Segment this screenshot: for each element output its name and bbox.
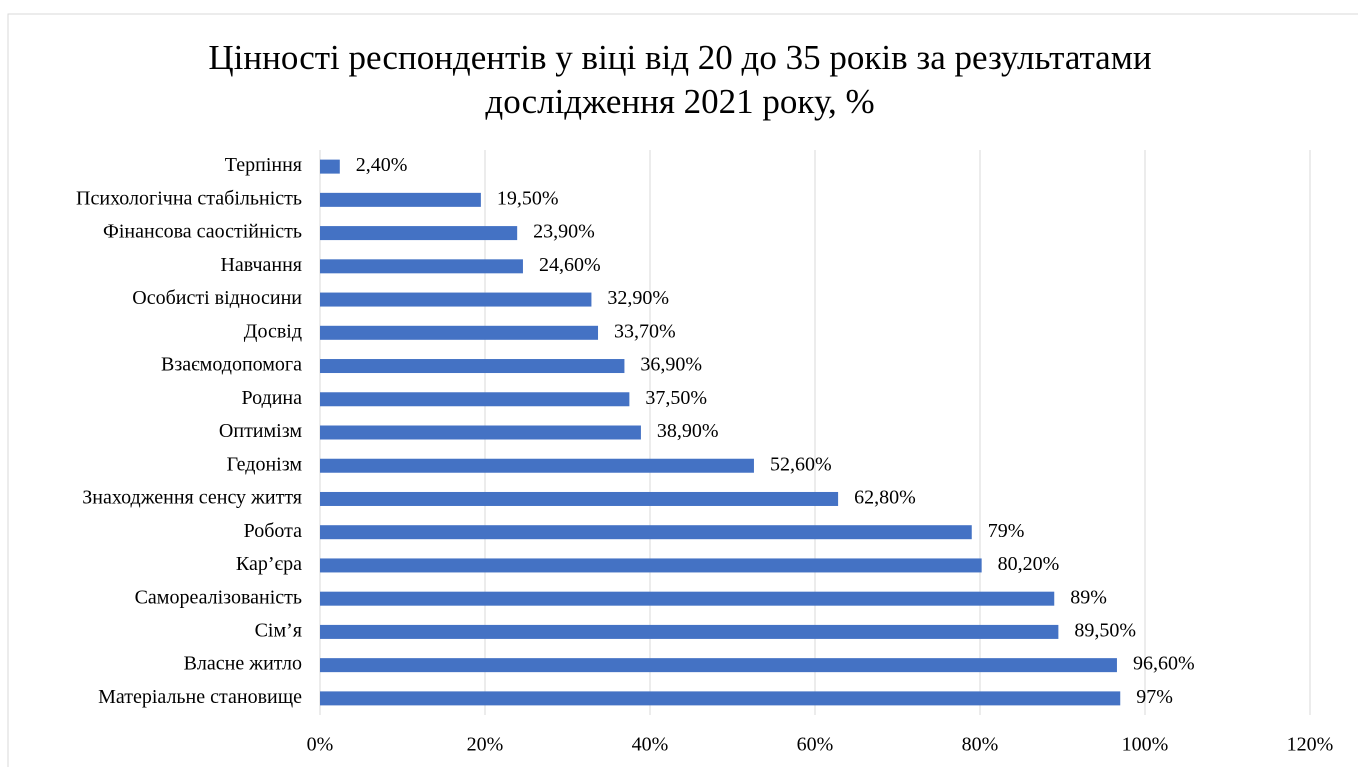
data-label: 32,90% bbox=[607, 287, 669, 309]
bar bbox=[320, 591, 1055, 606]
bar bbox=[320, 392, 630, 407]
bar bbox=[320, 525, 972, 540]
y-tick-label: Робота bbox=[244, 520, 303, 542]
y-tick-label: Кар’єра bbox=[236, 553, 302, 575]
x-tick-label: 0% bbox=[307, 734, 334, 756]
data-label: 33,70% bbox=[614, 320, 676, 342]
y-tick-label: Психологічна стабільність bbox=[76, 187, 302, 209]
chart-frame bbox=[7, 13, 1358, 767]
data-label: 37,50% bbox=[645, 387, 707, 409]
data-label: 38,90% bbox=[657, 420, 719, 442]
y-tick-label: Досвід bbox=[244, 320, 302, 342]
x-tick-label: 120% bbox=[1287, 734, 1334, 756]
x-tick-label: 100% bbox=[1122, 734, 1169, 756]
y-tick-label: Терпіння bbox=[225, 154, 302, 176]
bar bbox=[320, 691, 1121, 706]
bar bbox=[320, 192, 481, 207]
y-tick-label: Взаємодопомога bbox=[161, 354, 302, 376]
bar bbox=[320, 159, 340, 174]
bar bbox=[320, 558, 982, 573]
y-tick-label: Гедонізм bbox=[227, 453, 303, 475]
x-tick-label: 60% bbox=[797, 734, 834, 756]
bar bbox=[320, 359, 625, 374]
bar bbox=[320, 658, 1117, 673]
y-tick-label: Самореалізованість bbox=[135, 586, 302, 608]
data-label: 79% bbox=[988, 520, 1025, 542]
data-label: 62,80% bbox=[854, 487, 916, 509]
data-label: 19,50% bbox=[497, 187, 559, 209]
data-label: 2,40% bbox=[356, 154, 408, 176]
y-tick-label: Матеріальне становище bbox=[98, 686, 302, 708]
x-tick-label: 80% bbox=[962, 734, 999, 756]
data-label: 97% bbox=[1136, 686, 1173, 708]
bar bbox=[320, 425, 641, 440]
y-tick-label: Фінансова саостійність bbox=[103, 221, 302, 243]
data-label: 24,60% bbox=[539, 254, 601, 276]
data-label: 96,60% bbox=[1133, 653, 1195, 675]
data-label: 36,90% bbox=[640, 354, 702, 376]
x-tick-label: 20% bbox=[467, 734, 504, 756]
bar bbox=[320, 491, 839, 506]
y-tick-label: Знаходження сенсу життя bbox=[82, 487, 302, 509]
chart-title: Цінності респондентів у віці від 20 до 3… bbox=[208, 38, 1152, 121]
data-label: 80,20% bbox=[998, 553, 1060, 575]
bar bbox=[320, 226, 518, 241]
bar bbox=[320, 259, 523, 274]
y-tick-label: Навчання bbox=[220, 254, 302, 276]
bar bbox=[320, 624, 1059, 639]
y-tick-label: Сім’я bbox=[255, 620, 302, 642]
bar bbox=[320, 325, 599, 340]
y-tick-label: Родина bbox=[241, 387, 302, 409]
data-label: 52,60% bbox=[770, 453, 832, 475]
data-label: 23,90% bbox=[533, 221, 595, 243]
data-label: 89% bbox=[1070, 586, 1107, 608]
y-tick-label: Власне житло bbox=[184, 653, 302, 675]
bar bbox=[320, 458, 754, 473]
bar bbox=[320, 292, 592, 307]
y-tick-label: Особисті відносини bbox=[132, 287, 302, 309]
x-tick-label: 40% bbox=[632, 734, 669, 756]
data-label: 89,50% bbox=[1074, 620, 1136, 642]
y-tick-label: Оптимізм bbox=[219, 420, 302, 442]
